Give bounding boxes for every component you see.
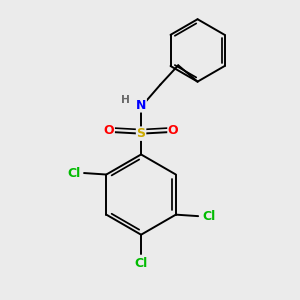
Text: Cl: Cl [67, 167, 80, 179]
Text: Cl: Cl [202, 210, 215, 223]
Text: Cl: Cl [134, 257, 148, 270]
Text: O: O [104, 124, 114, 136]
Text: O: O [168, 124, 178, 136]
Text: N: N [136, 99, 146, 112]
Text: S: S [136, 127, 146, 140]
Text: H: H [121, 95, 130, 105]
